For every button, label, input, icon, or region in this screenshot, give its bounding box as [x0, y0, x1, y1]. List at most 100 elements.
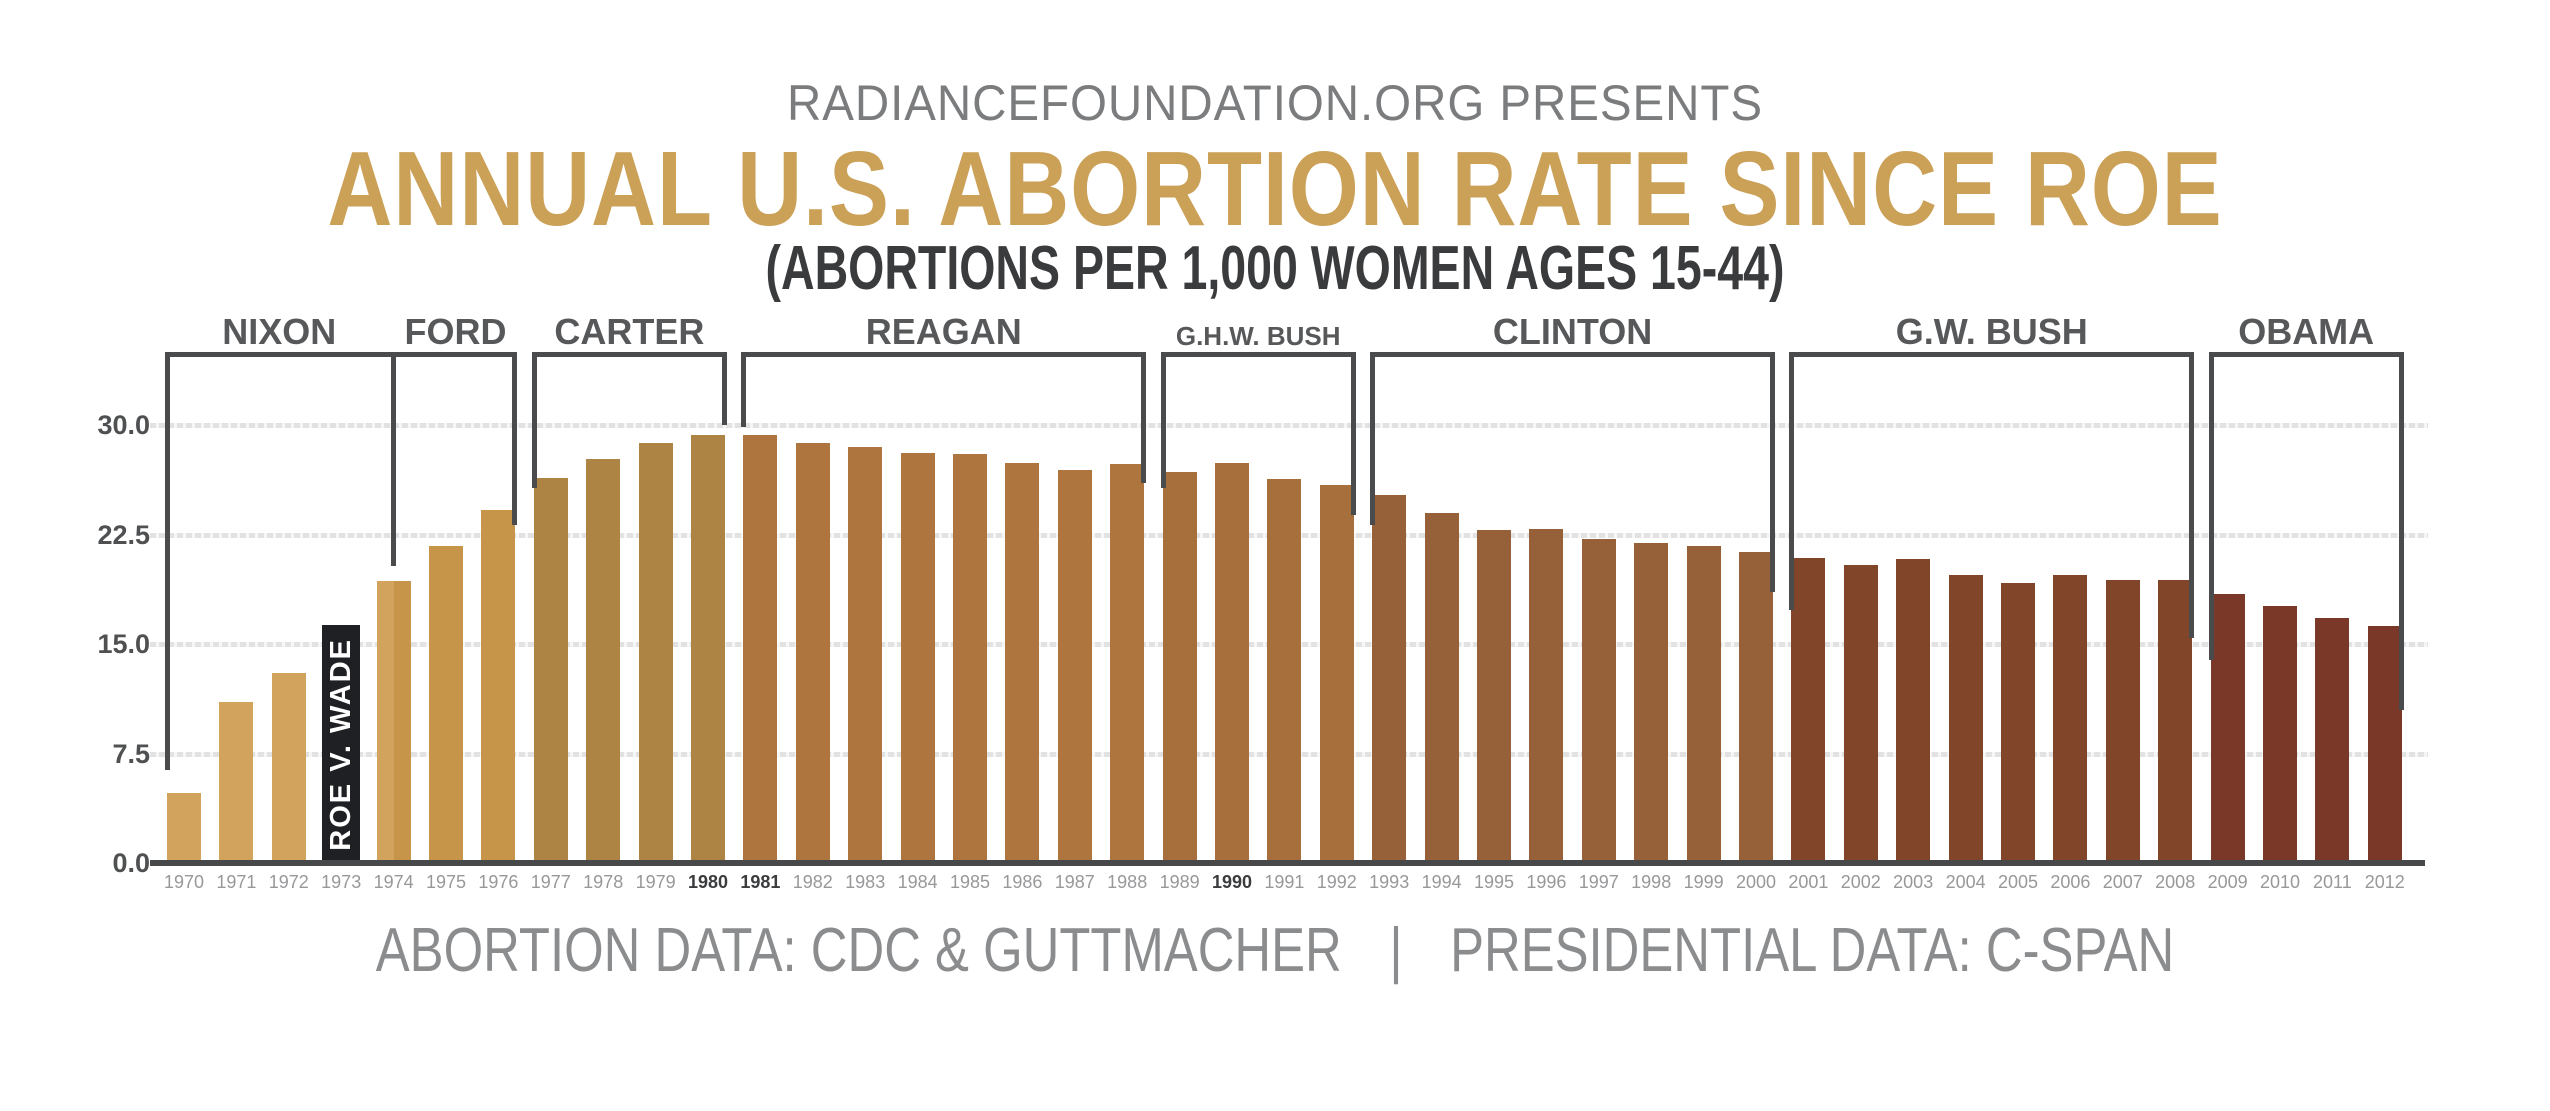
x-label-1980: 1980 — [687, 872, 729, 892]
bar-1987 — [1057, 470, 1092, 863]
bar-1999 — [1686, 546, 1721, 863]
president-label-obama: OBAMA — [2238, 310, 2375, 352]
bracket-reagan-right-line — [1141, 352, 1147, 483]
bar-2009 — [2210, 594, 2245, 863]
bar-1972 — [271, 673, 306, 863]
bar-1971 — [219, 702, 254, 863]
x-label-2009: 2009 — [2207, 872, 2248, 892]
x-label-1974: 1974 — [373, 872, 414, 892]
bar-2010 — [2263, 606, 2297, 863]
source-note: ABORTION DATA: CDC & GUTTMACHER | PRESIDEN… — [230, 920, 2321, 982]
x-label-1987: 1987 — [1054, 872, 1095, 892]
bar-2003 — [1896, 559, 1931, 863]
bracket-g-w-bush-left-line — [1789, 352, 1795, 610]
x-label-1983: 1983 — [845, 872, 886, 892]
bracket-g-h-w-bush-left-line — [1160, 352, 1166, 488]
bar-1998 — [1634, 543, 1669, 863]
x-label-1996: 1996 — [1526, 872, 1567, 892]
x-label-2011: 2011 — [2313, 872, 2352, 892]
bar-2005 — [2001, 582, 2035, 863]
bar-1990 — [1215, 462, 1249, 863]
x-label-1993: 1993 — [1369, 872, 1410, 892]
x-label-1981: 1981 — [740, 872, 781, 892]
x-label-2000: 2000 — [1735, 872, 1777, 892]
x-label-2005: 2005 — [1997, 872, 2039, 892]
bar-1988 — [1110, 464, 1145, 863]
bracket-clinton-left-line — [1370, 352, 1376, 525]
bracket-nixon-ford — [165, 352, 518, 357]
x-label-2008: 2008 — [2155, 872, 2196, 892]
bracket-reagan — [741, 352, 1147, 357]
bar-1983 — [848, 446, 883, 863]
page-title: ANNUAL U.S. ABORTION RATE SINCE ROE — [327, 130, 2223, 248]
bracket-clinton-right-line — [1770, 352, 1775, 592]
bar-2000 — [1739, 552, 1773, 863]
x-label-1982: 1982 — [792, 872, 833, 892]
x-label-1978: 1978 — [583, 872, 624, 892]
x-label-2012: 2012 — [2364, 872, 2405, 892]
presidential-data-source: PRESIDENTIAL DATA: C-SPAN — [1450, 916, 2175, 985]
x-label-1991: 1991 — [1264, 872, 1305, 892]
x-label-2003: 2003 — [1893, 872, 1934, 892]
x-label-1972: 1972 — [268, 872, 309, 892]
x-label-1984: 1984 — [897, 872, 938, 892]
x-label-1988: 1988 — [1107, 872, 1148, 892]
chart-subtitle: (ABORTIONS PER 1,000 WOMEN AGES 15-44) — [765, 234, 1785, 303]
bar-1993 — [1372, 495, 1407, 863]
bar-1974-ford-half — [393, 581, 411, 863]
bracket-g-h-w-bush-right-line — [1350, 352, 1356, 515]
x-label-1995: 1995 — [1473, 872, 1515, 892]
president-label-reagan: REAGAN — [865, 310, 1022, 352]
bar-1974-split — [376, 581, 411, 863]
bracket-nixon-ford-divider-line — [391, 352, 397, 566]
bar-1991 — [1267, 479, 1302, 863]
bar-1978 — [586, 458, 621, 863]
x-label-1979: 1979 — [635, 872, 676, 892]
x-label-1971: 1971 — [216, 872, 257, 892]
bracket-carter-right-line — [722, 352, 727, 425]
x-label-2007: 2007 — [2102, 872, 2143, 892]
bar-1992 — [1319, 484, 1354, 863]
bracket-obama-left-line — [2208, 352, 2214, 660]
x-label-2010: 2010 — [2259, 872, 2301, 892]
bar-1996 — [1529, 528, 1564, 863]
bar-1997 — [1581, 538, 1616, 863]
bar-1981 — [743, 435, 778, 863]
bar-2008 — [2158, 579, 2193, 863]
x-label-1992: 1992 — [1316, 872, 1357, 892]
x-label-1973: 1973 — [321, 872, 362, 892]
bracket-g-w-bush-right-line — [2189, 352, 2195, 638]
x-label-1975: 1975 — [425, 872, 467, 892]
bar-2001 — [1791, 557, 1826, 863]
x-label-2001: 2001 — [1788, 872, 1829, 892]
x-label-1990: 1990 — [1211, 872, 1253, 892]
bar-1985 — [953, 454, 987, 863]
gridline-30.0 — [150, 423, 2428, 428]
bar-1977 — [533, 477, 568, 863]
bracket-g-h-w-bush — [1160, 352, 1356, 357]
source-separator: | — [1389, 916, 1403, 985]
bracket-reagan-left-line — [741, 352, 747, 427]
bar-1970 — [167, 792, 201, 863]
bracket-nixon-ford-left-line — [165, 352, 170, 770]
kicker-text: RADIANCEFOUNDATION.ORG PRESENTS — [786, 75, 1764, 131]
bar-1976 — [481, 509, 516, 863]
ytick-7.5: 7.5 — [112, 738, 150, 769]
x-label-1985: 1985 — [949, 872, 991, 892]
bar-2011 — [2315, 617, 2350, 863]
x-label-1989: 1989 — [1159, 872, 1200, 892]
president-label-g-h-w-bush: G.H.W. BUSH — [1175, 320, 1341, 351]
x-label-1997: 1997 — [1578, 872, 1619, 892]
bar-2007 — [2105, 579, 2140, 863]
x-label-2006: 2006 — [2050, 872, 2091, 892]
x-label-1999: 1999 — [1683, 872, 1724, 892]
x-label-1977: 1977 — [530, 872, 571, 892]
x-label-1998: 1998 — [1631, 872, 1672, 892]
bar-2006 — [2053, 575, 2088, 863]
bracket-clinton — [1370, 352, 1775, 357]
x-label-2002: 2002 — [1840, 872, 1881, 892]
bar-2012 — [2367, 626, 2402, 863]
roe-v-wade-bar: ROE V. WADE — [322, 625, 361, 863]
